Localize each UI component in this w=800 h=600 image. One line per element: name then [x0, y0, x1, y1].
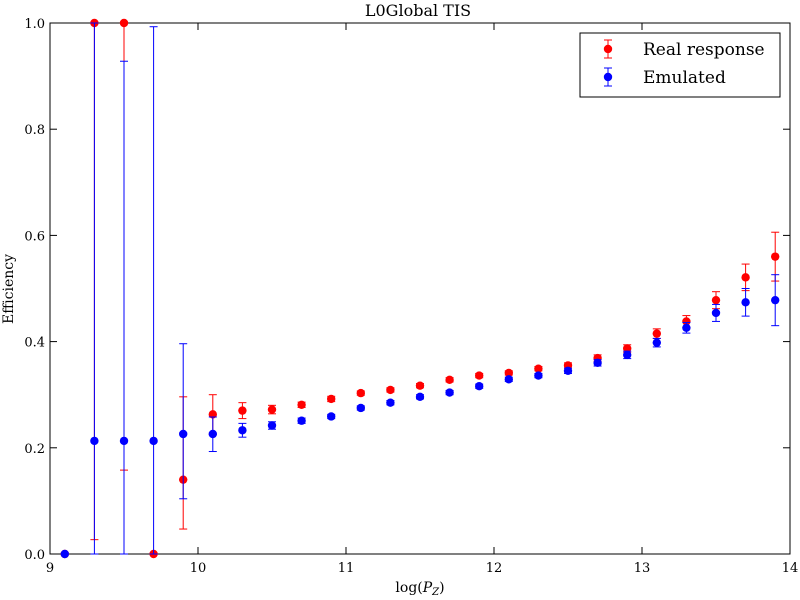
data-point — [682, 317, 691, 326]
data-point — [90, 436, 99, 446]
x-axis-label: log(PZ) — [395, 580, 444, 598]
y-axis-label: Efficiency — [1, 254, 17, 324]
x-tick-label: 12 — [486, 561, 503, 576]
data-point — [563, 366, 573, 376]
data-point — [534, 364, 543, 373]
x-tick-label: 13 — [634, 561, 651, 576]
data-point — [445, 388, 454, 397]
data-point — [238, 426, 247, 435]
data-point — [534, 371, 543, 380]
data-point — [475, 382, 484, 391]
data-point — [267, 405, 277, 414]
data-point — [711, 308, 721, 318]
data-point — [415, 381, 425, 390]
data-point — [711, 295, 721, 305]
data-point — [652, 329, 661, 338]
legend-label: Real response — [643, 40, 765, 60]
data-point — [623, 350, 632, 360]
data-point — [149, 436, 158, 446]
data-point — [386, 398, 395, 407]
data-point — [623, 344, 632, 353]
x-tick-label: 10 — [190, 561, 207, 576]
x-tick-labels: 9 10 11 12 13 14 — [46, 561, 798, 576]
data-point — [119, 18, 129, 28]
data-point — [741, 298, 750, 307]
data-point — [60, 549, 69, 559]
data-point — [386, 385, 395, 395]
x-tick-label: 14 — [782, 561, 799, 576]
data-point — [119, 436, 129, 446]
legend-marker — [603, 72, 613, 82]
legend-label: Emulated — [643, 68, 726, 88]
legend: Real response Emulated — [579, 32, 781, 98]
y-tick-label: 0.0 — [24, 548, 45, 563]
data-point — [327, 394, 336, 404]
data-point — [652, 338, 661, 347]
chart-title: L0Global TIS — [365, 1, 471, 20]
data-point — [415, 392, 425, 402]
data-marks — [60, 18, 780, 559]
y-tick-label: 0.4 — [24, 336, 45, 351]
data-point — [504, 375, 513, 384]
data-point — [682, 323, 691, 332]
data-point — [179, 429, 188, 439]
data-point — [297, 400, 306, 409]
data-point — [445, 375, 454, 385]
data-point — [208, 429, 217, 439]
legend-box — [579, 32, 781, 98]
data-point — [504, 368, 513, 378]
axis-ticks — [49, 22, 791, 555]
legend-marker — [603, 44, 613, 54]
y-tick-label: 0.6 — [24, 229, 45, 244]
y-tick-label: 0.8 — [24, 123, 45, 138]
y-tick-labels: 0.0 0.2 0.4 0.6 0.8 1.0 — [24, 17, 45, 563]
data-point — [771, 295, 780, 305]
data-point — [267, 421, 277, 430]
x-tick-label: 11 — [338, 561, 355, 576]
y-tick-label: 1.0 — [24, 17, 45, 32]
x-tick-label: 9 — [46, 561, 54, 576]
series-emulated — [60, 22, 780, 559]
data-point — [356, 388, 365, 398]
y-tick-label: 0.2 — [24, 442, 45, 457]
data-point — [327, 412, 336, 421]
data-point — [771, 252, 780, 261]
data-point — [356, 403, 365, 413]
data-point — [741, 273, 750, 282]
data-point — [208, 410, 217, 419]
data-point — [593, 358, 602, 368]
plot-frame — [49, 22, 791, 555]
data-point — [475, 371, 484, 380]
data-point — [238, 406, 247, 415]
data-point — [297, 416, 306, 425]
